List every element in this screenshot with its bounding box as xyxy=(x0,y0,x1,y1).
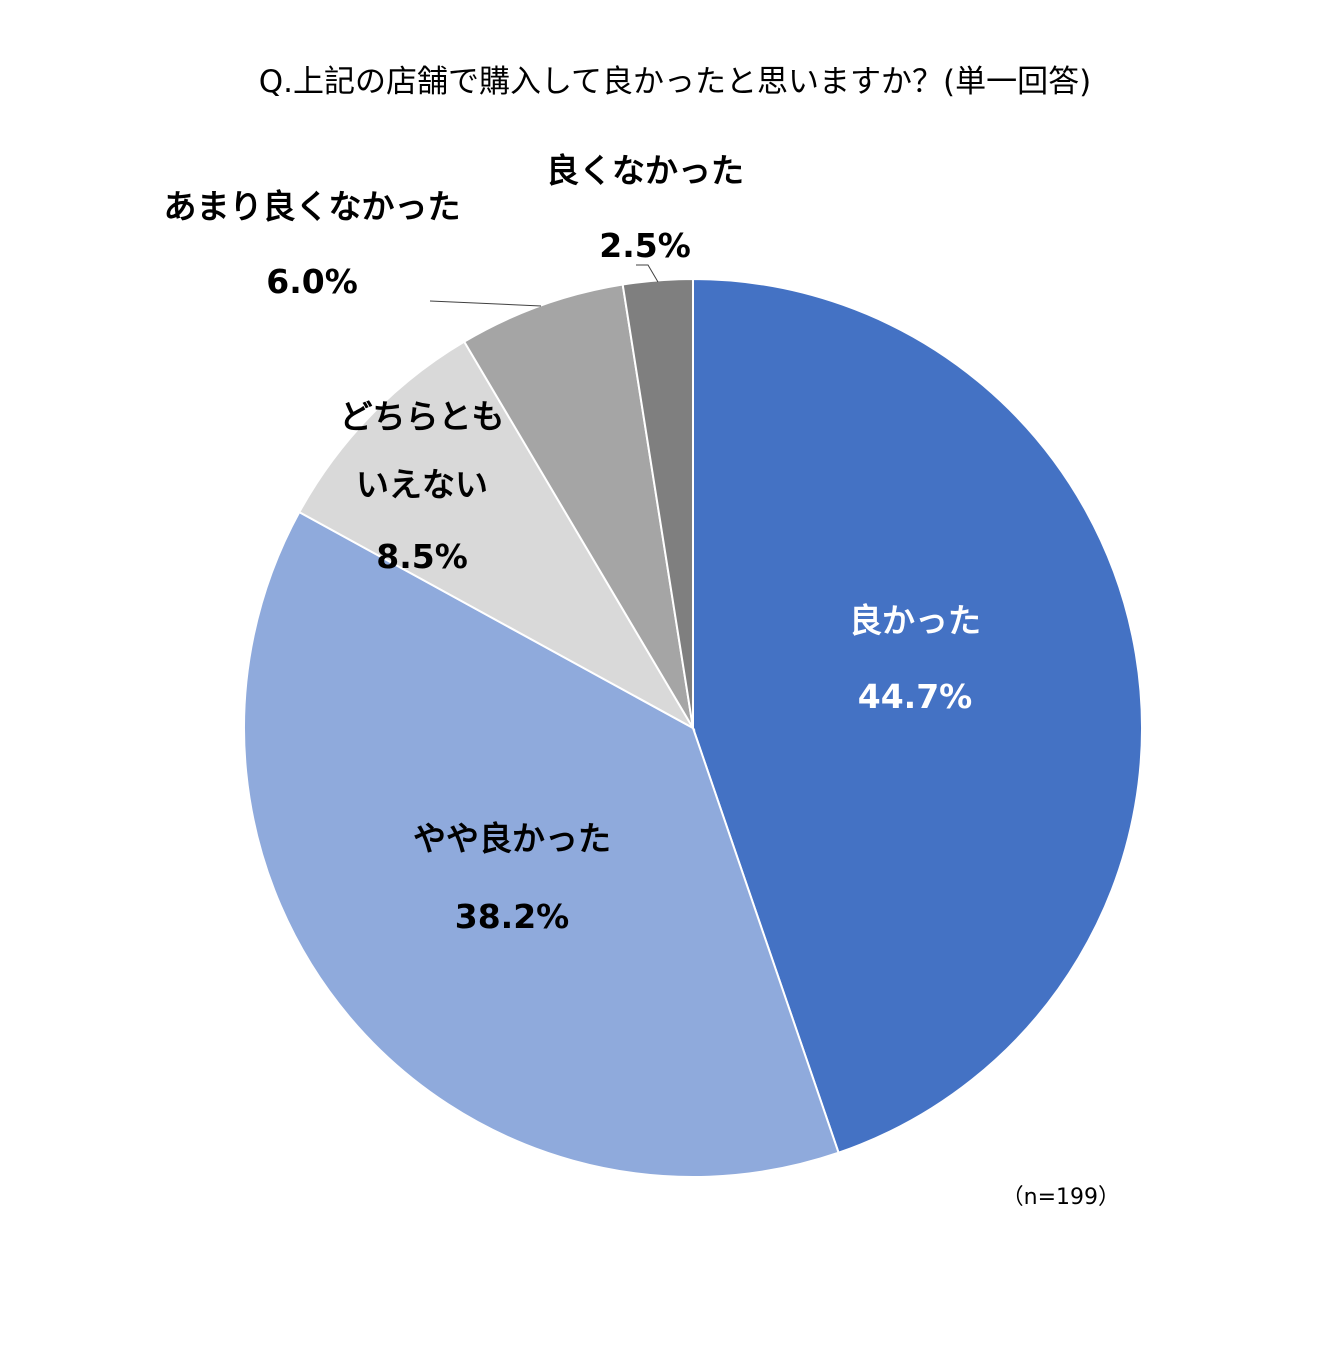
slice-label: 良くなかった xyxy=(546,151,744,190)
pie-slice xyxy=(621,277,694,729)
slice-label: 良かった xyxy=(849,601,981,640)
slice-value-label: 38.2% xyxy=(455,897,570,936)
chart-title: Q.上記の店舗で購入して良かったと思いますか？(単一回答) xyxy=(259,64,1092,100)
leader-line xyxy=(636,264,659,283)
pie-slices xyxy=(243,277,1143,1178)
pie-slice xyxy=(243,510,840,1178)
slice-value-label: 6.0% xyxy=(266,262,358,301)
slice-value-label: 44.7% xyxy=(858,677,973,716)
slice-label: どちらとも xyxy=(340,397,505,436)
pie-slice xyxy=(692,277,1143,1155)
leader-lines xyxy=(429,264,659,307)
slice-label: いえない xyxy=(356,465,488,504)
pie-slice xyxy=(297,340,696,731)
slice-value-label: 8.5% xyxy=(376,537,468,576)
slice-label: あまり良くなかった xyxy=(164,187,461,226)
leader-line xyxy=(429,300,542,307)
slice-value-label: 2.5% xyxy=(599,226,691,265)
sample-size-note: （n=199） xyxy=(1002,1185,1120,1210)
slice-label: やや良かった xyxy=(413,819,611,858)
